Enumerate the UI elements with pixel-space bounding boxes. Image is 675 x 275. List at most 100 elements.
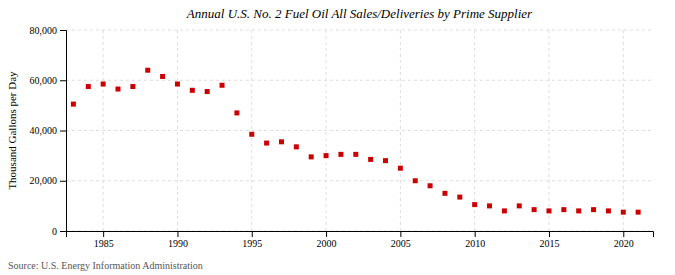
x-grid-line [251,30,252,231]
point [472,202,477,207]
point [116,87,121,92]
point [145,68,150,73]
x-tick-label: 2005 [391,238,411,249]
x-grid-line [623,30,624,231]
point [576,208,581,213]
point [338,152,343,157]
point [398,166,403,171]
point [561,207,566,212]
point [546,208,551,213]
x-tick-label: 2020 [614,238,634,249]
x-tick-label: 2015 [539,238,559,249]
point [353,152,358,157]
x-grid-line [400,30,401,231]
x-grid-line [103,30,104,231]
x-tick-label: 2010 [465,238,485,249]
source: Source: U.S. Energy Information Administ… [8,260,203,271]
x-axis-line [67,232,654,238]
y-tick-label: 0 [52,226,57,237]
point [606,208,611,213]
point [309,154,314,159]
x-tick: 2020 [614,231,634,249]
point [86,84,91,89]
point [175,82,180,87]
y-tick: 80,000 [30,25,67,36]
y-tick: 60,000 [30,75,67,86]
point [249,132,254,137]
x-axis: 1985 1990 1995 2000 2005 2010 2015 2020 [67,231,654,249]
point [457,195,462,200]
x-tick-mark [400,231,401,237]
y-tick-mark [60,231,66,232]
x-tick: 2010 [465,231,485,249]
y-grid-line [66,180,653,181]
point [442,191,447,196]
point [487,203,492,208]
point [264,141,269,146]
chart: 1985 1990 1995 2000 2005 2010 2015 2020 0 20,000 4… [0,0,675,275]
y-grid-line [66,80,653,81]
x-grid-line [474,30,475,231]
x-tick: 1990 [168,231,188,249]
y-axis-label: Thousand Gallons per Day [6,71,18,190]
x-tick-mark [326,231,327,237]
y-tick-label: 80,000 [30,25,58,36]
point [621,210,626,215]
point [294,144,299,149]
x-grid-line [548,30,549,231]
x-tick: 1985 [94,231,114,249]
point [71,102,76,107]
point [636,210,641,215]
x-tick-label: 1990 [168,238,188,249]
y-tick: 0 [52,226,66,237]
x-tick-mark [475,231,476,237]
point [130,84,135,89]
x-tick: 2015 [539,231,559,249]
x-tick-mark [252,231,253,237]
title: Annual U.S. No. 2 Fuel Oil All Sales/Del… [186,6,533,21]
x-tick-mark [623,231,624,237]
y-axis: 0 20,000 40,000 60,000 80,000 [30,25,67,237]
y-tick-mark [60,80,66,81]
y-tick-label: 40,000 [30,125,58,136]
y-grid-line [66,130,653,131]
point [160,74,165,79]
y-tick-label: 20,000 [30,175,58,186]
point [368,157,373,162]
point [591,207,596,212]
point [205,89,210,94]
point [234,110,239,115]
point [428,183,433,188]
x-grid-line [326,30,327,231]
x-tick: 1995 [242,231,262,249]
y-tick-label: 60,000 [30,75,58,86]
y-tick: 40,000 [30,125,67,136]
point [383,158,388,163]
y-tick-mark [60,131,66,132]
x-tick-mark [177,231,178,237]
y-grid-line [66,30,653,31]
y-tick-mark [60,30,66,31]
point [502,208,507,213]
x-tick-label: 1995 [242,238,262,249]
x-tick: 2000 [317,231,337,249]
point [101,82,106,87]
point [413,178,418,183]
point [220,83,225,88]
y-axis-line [60,31,67,232]
x-tick-mark [103,231,104,237]
y-tick: 20,000 [30,175,67,186]
point [517,203,522,208]
x-grid-line [177,30,178,231]
grid [66,30,653,231]
point [190,88,195,93]
x-tick-label: 2000 [317,238,337,249]
y-tick-mark [60,181,66,182]
points [71,68,641,215]
x-tick-mark [549,231,550,237]
x-tick-label: 1985 [94,238,114,249]
x-tick: 2005 [391,231,411,249]
point [532,207,537,212]
point [279,139,284,144]
point [324,153,329,158]
